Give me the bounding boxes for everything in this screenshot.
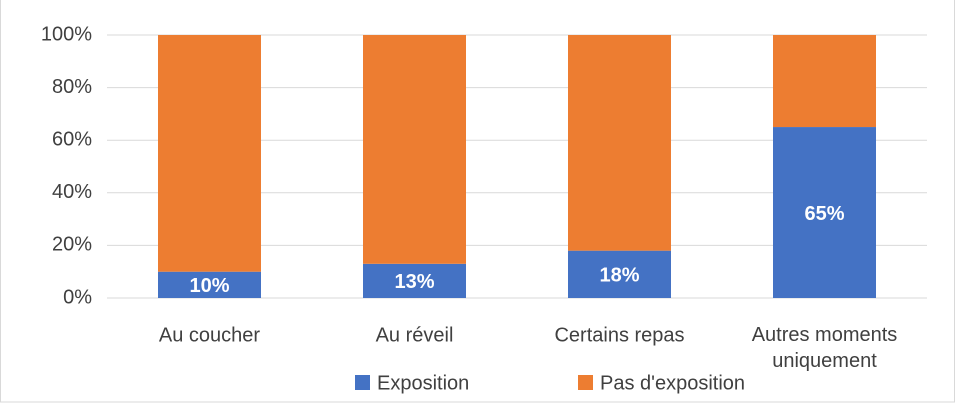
y-tick-label: 40% [52, 181, 92, 203]
bar-segment [363, 263, 466, 298]
y-tick-label: 80% [52, 76, 92, 98]
x-tick-label: Au réveil [376, 324, 454, 346]
y-tick-label: 20% [52, 234, 92, 256]
legend-swatch [578, 375, 593, 390]
value-label: 13% [394, 271, 434, 293]
legend-label: Exposition [377, 372, 469, 394]
bar-segment [363, 35, 466, 264]
x-tick-label: Certains repas [554, 324, 684, 346]
x-tick-label: Autres moments uniquement [752, 324, 898, 372]
bar-segment [158, 271, 261, 298]
y-tick-label: 0% [63, 286, 92, 308]
bar-segment [568, 250, 671, 298]
x-tick-label: Au coucher [159, 324, 261, 346]
value-label: 18% [599, 265, 639, 287]
bar-segment [158, 35, 261, 272]
value-label: 10% [189, 275, 229, 297]
bar-segment [568, 35, 671, 251]
y-tick-label: 100% [41, 23, 92, 45]
y-tick-label: 60% [52, 128, 92, 150]
bar-segment [773, 35, 876, 128]
bar-segment [773, 127, 876, 298]
legend-swatch [355, 375, 370, 390]
value-label: 65% [804, 203, 844, 225]
legend-label: Pas d'exposition [600, 372, 745, 394]
